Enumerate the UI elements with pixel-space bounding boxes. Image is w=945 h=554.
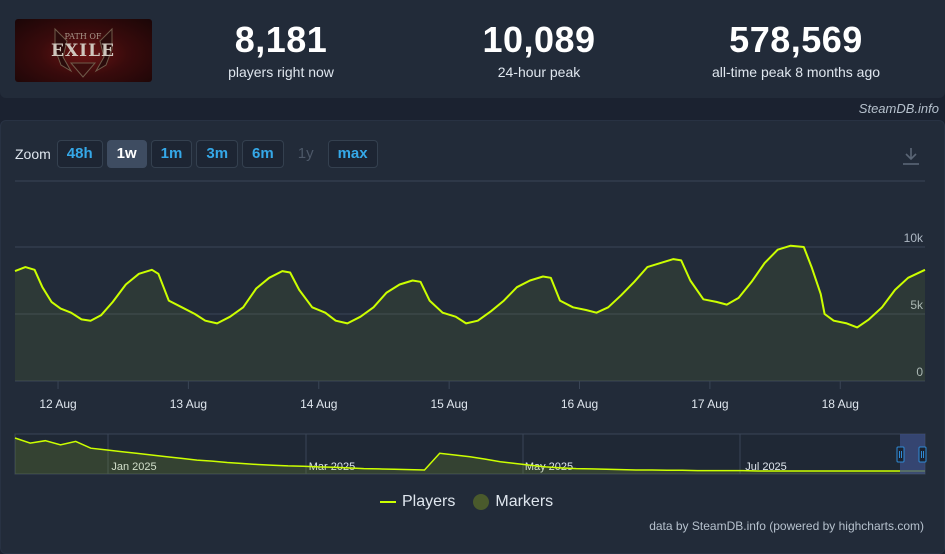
x-tick-label: 12 Aug — [39, 397, 76, 411]
current-players-value: 8,181 — [234, 19, 328, 60]
zoom-1w-button[interactable]: 1w — [106, 140, 147, 168]
navigator-label: Jan 2025 — [111, 461, 156, 473]
navigator-right-handle[interactable] — [918, 446, 927, 463]
x-tick-label: 17 Aug — [691, 397, 728, 411]
all-time-peak-label: all-time peak 8 months ago — [711, 64, 881, 80]
zoom-6m-button[interactable]: 6m — [242, 140, 284, 168]
logo-small-text: PATH OF — [65, 32, 102, 41]
navigator-frame — [14, 433, 926, 475]
x-tick-label: 14 Aug — [300, 397, 337, 411]
legend-markers[interactable]: Markers — [473, 493, 553, 511]
x-tick-label: 15 Aug — [430, 397, 467, 411]
zoom-48h-button[interactable]: 48h — [56, 140, 103, 168]
navigator-left-handle[interactable] — [896, 446, 905, 463]
zoom-1m-button[interactable]: 1m — [150, 140, 193, 168]
highcharts-credit[interactable]: data by SteamDB.info (powered by highcha… — [649, 519, 924, 533]
logo-text: EXILE — [51, 41, 115, 61]
navigator-label: Jul 2025 — [745, 461, 787, 473]
markers-dot-symbol — [473, 494, 490, 510]
legend-players-label: Players — [402, 493, 456, 510]
zoom-controls: Zoom 48h 1w 1m 3m 6m 1y max — [15, 140, 382, 168]
peak-24h-label: 24-hour peak — [497, 64, 581, 80]
zoom-max-button[interactable]: max — [327, 140, 378, 168]
game-logo-art: PATH OF EXILE — [51, 27, 115, 78]
x-tick-label: 18 Aug — [822, 397, 859, 411]
legend-players[interactable]: Players — [380, 493, 455, 511]
x-tick-label: 13 Aug — [170, 397, 207, 411]
peak-24h-value: 10,089 — [482, 19, 596, 60]
players-area — [15, 245, 925, 381]
zoom-3m-button[interactable]: 3m — [196, 140, 239, 168]
chart-panel — [0, 120, 945, 554]
navigator-series-line — [14, 437, 925, 472]
steamdb-credit-link[interactable]: SteamDB.info — [858, 101, 939, 116]
zoom-1y-button: 1y — [297, 145, 314, 162]
stat-24h-peak: 10,089 24-hour peak — [470, 19, 608, 80]
x-tick-label: 16 Aug — [561, 397, 598, 411]
stat-all-time-peak: 578,569 all-time peak 8 months ago — [696, 19, 896, 80]
y-tick-label: 5k — [910, 298, 924, 312]
y-tick-label: 0 — [916, 365, 923, 379]
navigator-area — [15, 438, 925, 474]
y-tick-label: 10k — [904, 231, 924, 245]
chart-legend: Players Markers — [380, 493, 571, 511]
players-line-symbol — [380, 501, 396, 503]
stats-header: PATH OF EXILE 8,181 players right now 10… — [0, 0, 945, 98]
legend-markers-label: Markers — [495, 493, 554, 510]
stat-current-players: 8,181 players right now — [212, 19, 350, 80]
game-logo[interactable]: PATH OF EXILE — [15, 19, 152, 82]
download-icon[interactable] — [900, 145, 922, 167]
current-players-label: players right now — [228, 64, 334, 80]
all-time-peak-value: 578,569 — [729, 19, 863, 60]
zoom-label: Zoom — [15, 146, 51, 162]
players-series-line — [14, 244, 926, 329]
